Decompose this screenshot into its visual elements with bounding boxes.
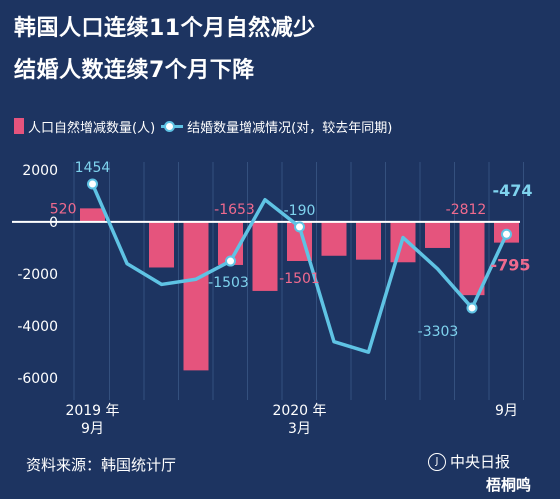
bar [149, 221, 174, 268]
legend-bar-swatch [14, 118, 24, 134]
data-label: -1501 [279, 271, 320, 287]
chart-subtitle: 结婚人数连续7个月下降 [14, 58, 255, 83]
x-tick-label: 9月 [81, 421, 104, 437]
data-label: -795 [490, 256, 530, 275]
chart-title: 韩国人口连续11个月自然减少 [14, 16, 316, 41]
data-label: -474 [492, 181, 532, 200]
y-tick-label: 0 [49, 215, 58, 231]
logo-icon: J [428, 452, 446, 471]
bar [252, 221, 278, 291]
data-label: -1503 [208, 275, 249, 291]
line-point [87, 178, 98, 190]
legend: 人口自然增减数量(人) 结婚数量增减情况(对，较去年同期) [14, 116, 392, 136]
data-label: -190 [284, 203, 316, 219]
data-label: -3303 [418, 324, 459, 340]
data-label: 1454 [75, 160, 111, 176]
x-tick-label: 3月 [288, 421, 311, 437]
data-label: -2812 [446, 202, 487, 218]
chart-area: 2000 0 -2000 -4000 -6000 520 1454 -1653 -1503 -19… [12, 160, 533, 437]
bar [321, 221, 347, 256]
bar [425, 221, 450, 248]
line-point [466, 302, 478, 314]
line-point [225, 255, 236, 267]
bar [183, 221, 209, 371]
publisher-logo: J 中央日报 [428, 451, 510, 472]
y-tick-label: -6000 [17, 371, 58, 387]
data-label: -1653 [214, 202, 255, 218]
bar [356, 221, 381, 260]
y-tick-label: -2000 [17, 267, 58, 283]
bar [459, 221, 485, 296]
x-tick-label: 2019 年 [65, 403, 119, 419]
legend-line-swatch [161, 118, 184, 134]
watermark: 梧桐鸣 [486, 476, 532, 494]
x-tick-label: 2020 年 [272, 403, 326, 419]
y-tick-label: -4000 [17, 319, 58, 335]
legend-bar-label: 人口自然增减数量(人) [28, 120, 156, 136]
logo-text: 中央日报 [450, 453, 511, 471]
line-point [294, 221, 305, 233]
line-point [501, 228, 512, 240]
x-tick-label: 9月 [495, 403, 518, 419]
legend-line-label: 结婚数量增减情况(对，较去年同期) [187, 120, 393, 136]
y-tick-label: 2000 [22, 163, 58, 179]
bar [80, 208, 105, 222]
source-note: 资料来源：韩国统计厅 [26, 456, 177, 474]
data-label: 520 [50, 201, 77, 217]
